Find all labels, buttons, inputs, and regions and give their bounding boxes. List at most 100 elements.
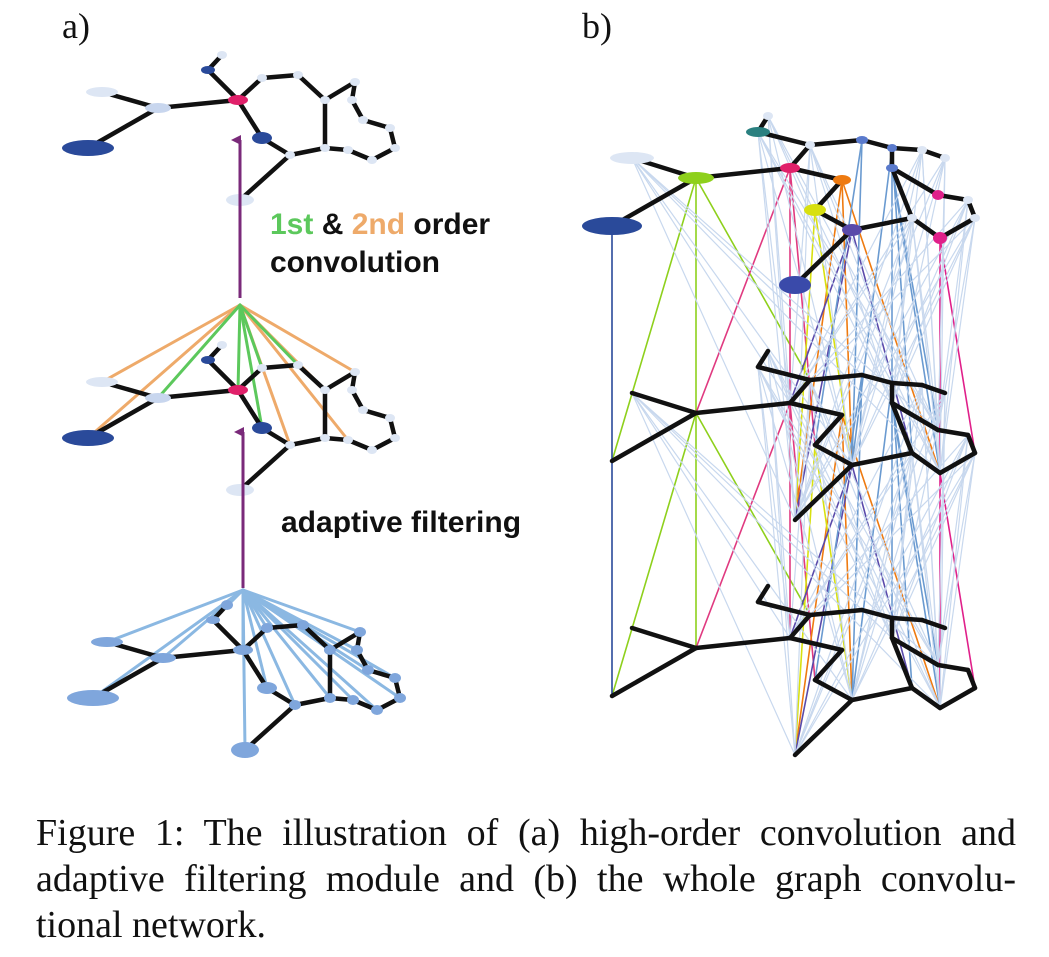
atom-node [252,422,272,434]
bond [859,372,895,386]
atom-node [856,136,868,144]
molecule-graph-bottom [67,600,406,758]
atom-node [257,682,277,694]
second-order-link [238,303,350,442]
adaptive-filtering-text: adaptive filtering [281,506,521,539]
first-order-link [236,303,242,392]
panel-b-label: b) [582,6,612,46]
bond [755,364,813,383]
network-layer-bottom [609,583,978,758]
pale-link [851,392,946,701]
bond [755,583,771,605]
atom-node [261,623,273,633]
layer-link [794,464,853,756]
atom-node [833,175,851,185]
pale-link [911,452,939,666]
bond [889,165,915,221]
layer-link [794,179,843,521]
bond [609,175,699,229]
first-order-link [238,303,264,370]
bond [919,382,948,396]
layer-link [794,444,816,756]
atom-node [804,204,826,216]
atom-node [842,224,862,236]
atom-node [350,78,360,86]
layer-link [794,209,816,521]
bond [807,137,865,148]
atom-node [217,51,227,59]
pale-link [789,217,976,404]
bond [237,152,293,203]
bond [160,647,246,661]
bond [937,450,978,476]
bond [787,612,813,641]
bond [693,400,793,416]
atom-node [371,705,383,715]
pale-link [891,217,913,404]
bond [609,410,699,464]
bond [295,72,328,103]
atom-node [320,144,330,152]
bond [792,697,855,758]
bond [205,357,241,393]
atom-node [226,484,254,496]
atom-node [201,356,215,364]
atom-node [347,386,357,394]
pale-link [789,379,811,639]
adaptive-link [241,588,379,712]
layer-link [611,177,697,462]
atom-node [228,95,248,105]
pale-link [757,366,941,709]
atom-node [324,693,336,703]
atom-node [285,441,295,449]
atom-node [933,232,947,244]
atom-node [907,214,917,222]
layer-link [695,177,811,381]
amp-text: & [313,208,351,241]
atom-node [293,71,303,79]
pale-link [789,452,913,639]
bond [755,599,813,618]
pale-link [851,217,913,466]
bond [849,685,915,703]
bond [693,635,793,651]
bond [155,97,241,111]
bond [755,348,771,370]
atom-node [231,742,259,758]
pale-link [789,144,811,404]
pale-link [911,217,939,431]
bond [889,400,941,433]
bond [787,635,845,653]
atom-node [932,190,944,200]
atom-node [780,163,800,173]
first-order-text: 1st [270,208,313,241]
atom-node [763,112,773,120]
bond [965,432,978,456]
pale-link [631,392,791,639]
atom-node [343,146,353,154]
atom-node [228,385,248,395]
atom-node [351,645,363,655]
network-layer-middle [609,348,978,523]
bond [792,462,855,523]
bond [295,362,328,393]
pale-link [794,452,913,756]
pale-link [809,379,893,639]
atom-node [252,132,272,144]
adaptive-link [105,588,245,644]
atom-node [367,446,377,454]
bond [235,97,265,141]
bond [937,215,978,241]
panel-a-diagram: 1st & 2nd order convolution adaptive fil… [62,51,521,758]
bond [889,615,925,623]
adaptive-link [91,588,245,700]
layer-link [794,229,853,521]
layer-link [611,412,697,697]
bond [889,400,915,456]
atom-node [257,74,267,82]
atom-node [145,393,171,403]
pale-link [757,131,796,521]
atom-node [940,154,950,162]
bond [235,387,265,431]
bond [155,387,241,401]
